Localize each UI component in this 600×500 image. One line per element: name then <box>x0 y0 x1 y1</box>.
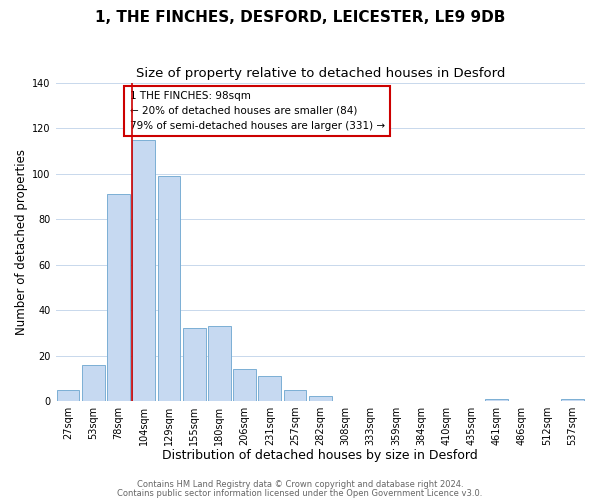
Bar <box>107 194 130 401</box>
Bar <box>485 398 508 401</box>
Bar <box>57 390 79 401</box>
Y-axis label: Number of detached properties: Number of detached properties <box>15 149 28 335</box>
Text: 1, THE FINCHES, DESFORD, LEICESTER, LE9 9DB: 1, THE FINCHES, DESFORD, LEICESTER, LE9 … <box>95 10 505 25</box>
Bar <box>183 328 206 401</box>
Bar <box>82 364 104 401</box>
Bar <box>233 369 256 401</box>
Text: 1 THE FINCHES: 98sqm
← 20% of detached houses are smaller (84)
79% of semi-detac: 1 THE FINCHES: 98sqm ← 20% of detached h… <box>130 91 385 130</box>
Bar <box>158 176 181 401</box>
Bar <box>309 396 332 401</box>
Text: Contains HM Land Registry data © Crown copyright and database right 2024.: Contains HM Land Registry data © Crown c… <box>137 480 463 489</box>
Bar <box>133 140 155 401</box>
Text: Contains public sector information licensed under the Open Government Licence v3: Contains public sector information licen… <box>118 488 482 498</box>
Bar <box>208 326 231 401</box>
Bar <box>284 390 307 401</box>
Bar <box>259 376 281 401</box>
X-axis label: Distribution of detached houses by size in Desford: Distribution of detached houses by size … <box>163 450 478 462</box>
Title: Size of property relative to detached houses in Desford: Size of property relative to detached ho… <box>136 68 505 80</box>
Bar <box>561 398 584 401</box>
